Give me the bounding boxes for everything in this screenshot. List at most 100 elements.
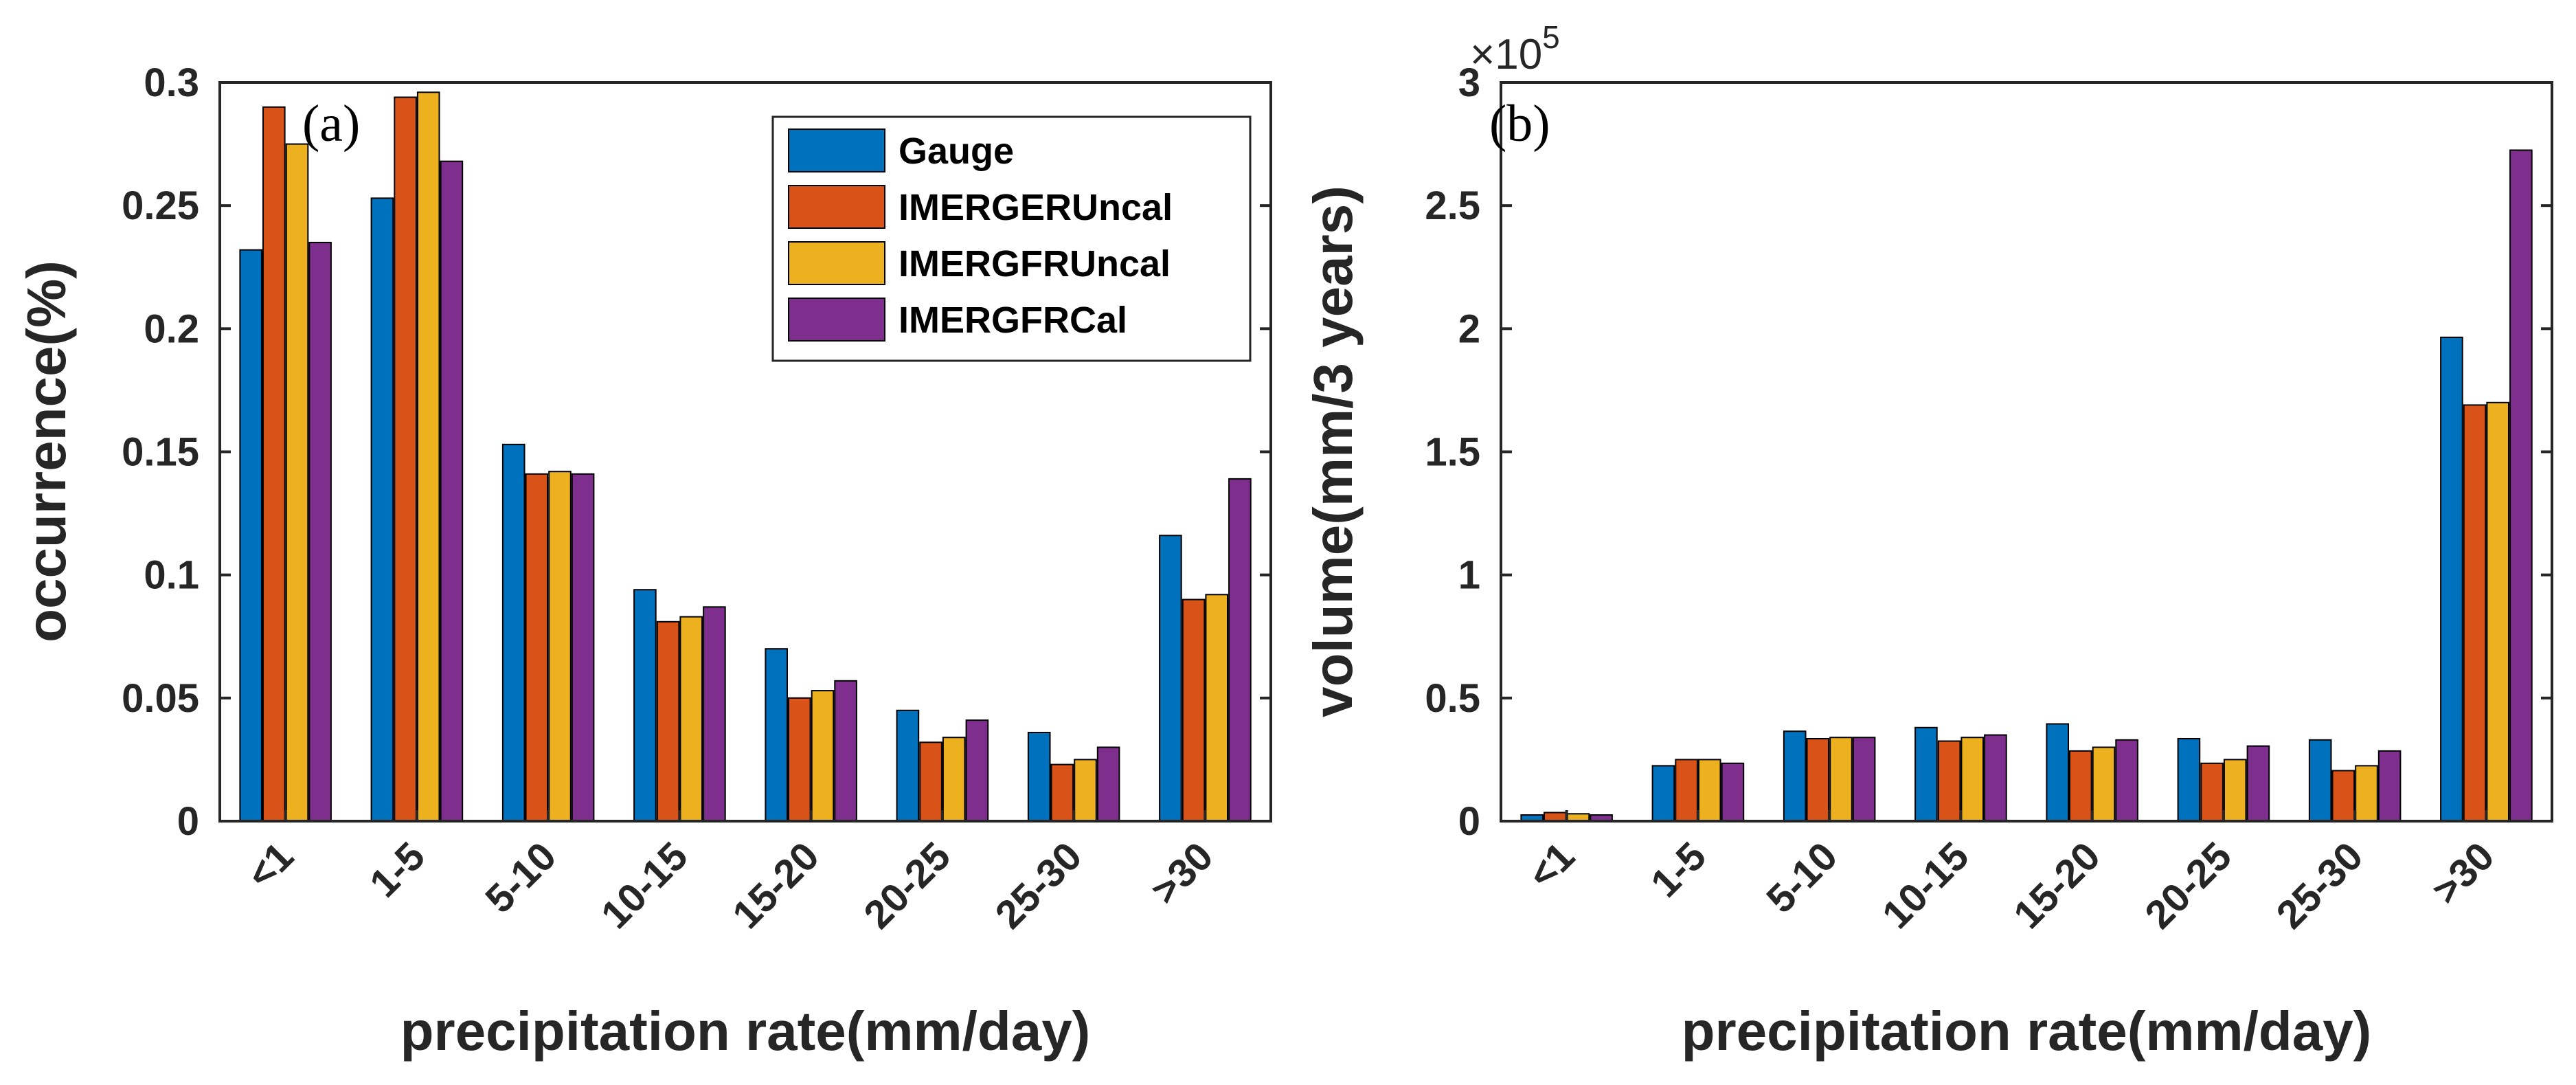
bar-a-gauge-10-15 <box>633 589 657 822</box>
bar-a-gauge-25-30 <box>1027 732 1051 822</box>
bar-a-imergfruncal-5-10 <box>548 471 572 822</box>
bar-a-imergfruncal-25-30 <box>1074 759 1097 823</box>
x-tick-label-b-5-10: 5-10 <box>1758 834 1846 921</box>
panel-label-b: (b) <box>1489 95 1550 153</box>
x-axis-title-a: precipitation rate(mm/day) <box>400 1000 1091 1062</box>
bar-b-imergfruncal-1-5 <box>1697 759 1721 823</box>
y-tick-label-a-5: 0.25 <box>122 183 199 228</box>
bar-b-gauge-5-10 <box>1783 730 1807 822</box>
legend: Gauge IMERGERUncal IMERGFRUncal IMERGFRC… <box>771 115 1252 362</box>
y-axis-multiplier-base: ×10 <box>1470 31 1542 78</box>
legend-swatch-gauge <box>788 128 885 172</box>
bar-b-imergfruncal-20-25 <box>2223 759 2247 823</box>
x-tick-label-b-25-30: 25-30 <box>2268 834 2371 937</box>
bar-a-gauge-1 <box>239 249 262 822</box>
y-tick-label-a-0: 0 <box>177 799 199 844</box>
y-tick-label-a-2: 0.1 <box>144 553 199 598</box>
bar-a-imergfrcal-30 <box>1228 478 1252 823</box>
bar-b-imergeruncal-5-10 <box>1806 738 1830 822</box>
y-tick-label-a-3: 0.15 <box>122 430 199 475</box>
y-tick-label-b-3: 1.5 <box>1425 430 1480 475</box>
bar-a-imergeruncal-25-30 <box>1050 763 1074 822</box>
y-tick-label-b-2: 1 <box>1458 553 1480 598</box>
bar-b-gauge-20-25 <box>2177 738 2201 822</box>
bar-b-imergeruncal-30 <box>2463 404 2487 822</box>
bar-a-imergeruncal-20-25 <box>919 741 942 823</box>
x-axis-title-b: precipitation rate(mm/day) <box>1682 1000 2372 1062</box>
bars-a <box>239 91 1252 823</box>
y-tick-label-b-0: 0 <box>1458 799 1480 844</box>
legend-label-gauge: Gauge <box>899 131 1014 172</box>
bar-b-gauge-15-20 <box>2046 723 2069 822</box>
x-tick-label-a-1: <1 <box>238 834 302 897</box>
x-tick-label-a-1-5: 1-5 <box>361 834 433 906</box>
bar-a-imergfrcal-25-30 <box>1096 746 1120 822</box>
y-ticks-a: 0 0.05 0.1 0.15 0.2 0.25 0.3 <box>122 60 1271 844</box>
bar-b-imergfrcal-5-10 <box>1852 737 1876 822</box>
bar-a-gauge-30 <box>1159 535 1182 822</box>
y-ticks-b: 0 0.5 1 1.5 2 2.5 3 <box>1425 60 2552 844</box>
bar-b-imergfruncal-10-15 <box>1961 737 1984 822</box>
bar-b-imergfrcal-20-25 <box>2246 745 2270 822</box>
chart-panel-b: 0 0.5 1 1.5 2 2.5 3 <1 1-5 5-10 10-15 15-20 20-25 25… <box>1302 19 2553 1062</box>
bar-a-imergeruncal-10-15 <box>656 620 680 823</box>
bar-b-imergfrcal-1-5 <box>1721 762 1745 823</box>
x-tick-label-a-30: >30 <box>1142 834 1222 913</box>
panel-label-a: (a) <box>302 95 360 153</box>
bar-a-imergeruncal-1-5 <box>394 96 417 822</box>
y-axis-multiplier-power: 5 <box>1542 19 1560 55</box>
bar-b-imergeruncal-1-5 <box>1675 759 1698 823</box>
y-axis-multiplier: ×105 <box>1470 19 1560 78</box>
y-tick-label-b-6: 3 <box>1458 60 1480 105</box>
bar-b-gauge-30 <box>2440 336 2463 822</box>
bar-b-imergeruncal-10-15 <box>1937 740 1961 822</box>
bar-b-imergeruncal-15-20 <box>2069 750 2092 823</box>
bar-a-imergfruncal-1 <box>285 143 309 823</box>
legend-swatch-imergeruncal <box>788 185 885 229</box>
legend-label-imergeruncal: IMERGERUncal <box>899 187 1173 228</box>
bar-a-imergfrcal-10-15 <box>703 606 726 823</box>
bar-a-imergfruncal-1-5 <box>416 91 440 822</box>
x-tick-label-b-1-5: 1-5 <box>1642 834 1715 906</box>
bar-a-imergeruncal-1 <box>262 106 286 822</box>
bar-a-imergfrcal-15-20 <box>834 680 857 823</box>
bar-b-imergfruncal-5-10 <box>1829 737 1853 822</box>
x-tick-label-a-20-25: 20-25 <box>855 834 959 937</box>
y-tick-label-b-1: 0.5 <box>1425 676 1480 721</box>
y-tick-label-b-4: 2 <box>1458 306 1480 351</box>
bar-a-imergeruncal-5-10 <box>525 473 549 823</box>
bar-a-gauge-20-25 <box>896 709 920 823</box>
chart-panel-a: 0 0.05 0.1 0.15 0.2 0.25 0.3 <1 1-5 5-10 10-15 15-… <box>16 60 1272 1062</box>
x-tick-label-b-20-25: 20-25 <box>2136 834 2240 937</box>
bar-a-imergeruncal-30 <box>1182 599 1206 822</box>
x-tick-label-a-25-30: 25-30 <box>986 834 1090 937</box>
bars-b <box>1520 149 2533 823</box>
y-axis-title-b: volume(mm/3 years) <box>1302 186 1364 717</box>
x-tick-label-b-30: >30 <box>2424 834 2503 913</box>
y-tick-label-a-4: 0.2 <box>144 306 199 351</box>
x-tick-label-a-15-20: 15-20 <box>724 834 828 937</box>
x-tick-label-b-10-15: 10-15 <box>1874 834 1978 937</box>
bar-b-imergfrcal-30 <box>2509 149 2533 822</box>
legend-swatch-imergfrcal <box>788 298 885 342</box>
y-tick-label-a-1: 0.05 <box>122 676 199 721</box>
bar-a-gauge-1-5 <box>370 197 394 822</box>
bar-b-gauge-10-15 <box>1914 726 1938 823</box>
bar-a-imergfrcal-1-5 <box>440 160 464 822</box>
bar-a-gauge-15-20 <box>765 648 789 823</box>
y-tick-label-b-5: 2.5 <box>1425 183 1480 228</box>
x-tick-label-a-10-15: 10-15 <box>593 834 697 937</box>
bar-b-gauge-1-5 <box>1651 765 1675 823</box>
bar-a-gauge-5-10 <box>501 443 526 823</box>
bar-a-imergfrcal-5-10 <box>571 473 595 823</box>
bar-a-imergfruncal-20-25 <box>942 737 966 822</box>
x-tick-label-a-5-10: 5-10 <box>477 834 565 921</box>
bar-a-imergfruncal-30 <box>1205 594 1229 822</box>
x-tick-label-b-15-20: 15-20 <box>2005 834 2109 937</box>
x-ticks-a: <1 1-5 5-10 10-15 15-20 20-25 25-30 >30 <box>238 810 1222 937</box>
bar-a-imergfrcal-20-25 <box>965 719 989 822</box>
bar-b-imergfruncal-25-30 <box>2355 765 2378 823</box>
bar-b-imergfrcal-25-30 <box>2377 750 2402 823</box>
bar-b-imergeruncal-25-30 <box>2331 770 2355 822</box>
